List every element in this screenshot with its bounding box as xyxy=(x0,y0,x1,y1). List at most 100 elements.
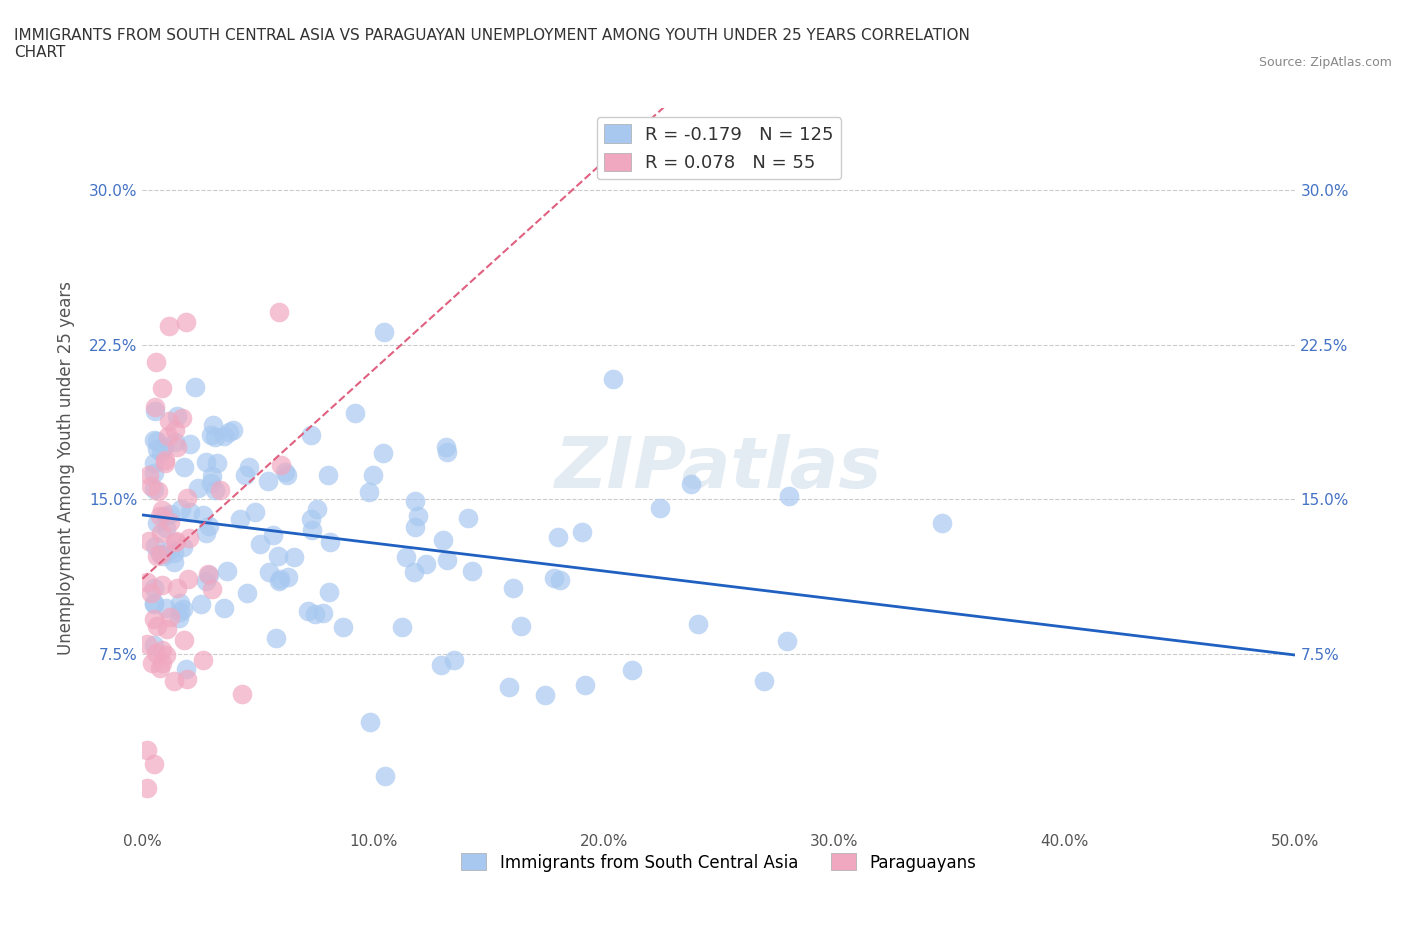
Point xyxy=(457,511,479,525)
Point xyxy=(159,609,181,624)
Point xyxy=(145,354,167,369)
Point xyxy=(143,757,166,772)
Point xyxy=(172,602,194,617)
Point xyxy=(155,621,177,636)
Point xyxy=(150,381,173,396)
Point xyxy=(149,526,172,541)
Point xyxy=(155,453,177,468)
Text: IMMIGRANTS FROM SOUTH CENTRAL ASIA VS PARAGUAYAN UNEMPLOYMENT AMONG YOUTH UNDER : IMMIGRANTS FROM SOUTH CENTRAL ASIA VS PA… xyxy=(14,28,970,60)
Point xyxy=(169,604,191,619)
Point xyxy=(166,439,188,454)
Point xyxy=(332,619,354,634)
Point xyxy=(143,404,166,418)
Point xyxy=(159,543,181,558)
Point xyxy=(190,597,212,612)
Point xyxy=(430,658,453,672)
Point xyxy=(143,612,166,627)
Text: ZIPatlas: ZIPatlas xyxy=(555,434,883,503)
Text: Source: ZipAtlas.com: Source: ZipAtlas.com xyxy=(1258,56,1392,69)
Point xyxy=(169,501,191,516)
Point xyxy=(205,455,228,470)
Point xyxy=(145,442,167,457)
Point xyxy=(361,468,384,483)
Point xyxy=(679,476,702,491)
Point xyxy=(198,518,221,533)
Point xyxy=(534,687,557,702)
Point xyxy=(201,582,224,597)
Point xyxy=(404,565,426,579)
Point xyxy=(212,428,235,443)
Point xyxy=(141,478,163,493)
Point xyxy=(436,445,458,459)
Point xyxy=(145,433,167,448)
Point xyxy=(304,606,326,621)
Point xyxy=(146,618,169,633)
Point xyxy=(301,523,323,538)
Point xyxy=(191,653,214,668)
Point xyxy=(208,483,231,498)
Point xyxy=(143,433,166,448)
Point xyxy=(299,512,322,526)
Point xyxy=(264,631,287,645)
Point xyxy=(214,600,236,615)
Point xyxy=(193,507,215,522)
Point xyxy=(311,605,333,620)
Point xyxy=(222,423,245,438)
Point xyxy=(215,564,238,578)
Point xyxy=(141,656,163,671)
Point xyxy=(172,540,194,555)
Point xyxy=(150,578,173,593)
Point xyxy=(276,467,298,482)
Point xyxy=(155,520,177,535)
Point xyxy=(257,473,280,488)
Point xyxy=(136,575,159,590)
Point xyxy=(299,428,322,443)
Point xyxy=(149,509,172,524)
Point xyxy=(163,554,186,569)
Point xyxy=(155,647,177,662)
Point xyxy=(621,662,644,677)
Y-axis label: Unemployment Among Youth under 25 years: Unemployment Among Youth under 25 years xyxy=(58,282,75,656)
Point xyxy=(152,549,174,564)
Point xyxy=(136,780,159,795)
Point xyxy=(374,769,396,784)
Point xyxy=(436,552,458,567)
Point xyxy=(143,638,166,653)
Point xyxy=(204,483,226,498)
Point xyxy=(283,550,305,565)
Point xyxy=(172,411,194,426)
Point xyxy=(176,571,198,586)
Point xyxy=(169,595,191,610)
Point xyxy=(146,549,169,564)
Point xyxy=(159,507,181,522)
Point xyxy=(204,430,226,445)
Point xyxy=(195,574,218,589)
Point xyxy=(202,418,225,432)
Point xyxy=(156,429,179,444)
Point xyxy=(177,531,200,546)
Point xyxy=(163,546,186,561)
Point xyxy=(231,686,253,701)
Point xyxy=(344,405,367,420)
Point xyxy=(318,585,340,600)
Point xyxy=(395,550,418,565)
Point xyxy=(373,325,395,339)
Point xyxy=(547,530,569,545)
Point xyxy=(176,314,198,329)
Point xyxy=(269,304,291,319)
Point xyxy=(218,424,240,439)
Legend: Immigrants from South Central Asia, Paraguayans: Immigrants from South Central Asia, Para… xyxy=(454,846,983,878)
Point xyxy=(187,481,209,496)
Point xyxy=(931,515,953,530)
Point xyxy=(270,458,292,472)
Point xyxy=(432,533,454,548)
Point xyxy=(146,515,169,530)
Point xyxy=(277,569,299,584)
Point xyxy=(143,466,166,481)
Point xyxy=(176,661,198,676)
Point xyxy=(179,505,201,520)
Point xyxy=(136,742,159,757)
Point xyxy=(150,502,173,517)
Point xyxy=(391,619,413,634)
Point xyxy=(194,454,217,469)
